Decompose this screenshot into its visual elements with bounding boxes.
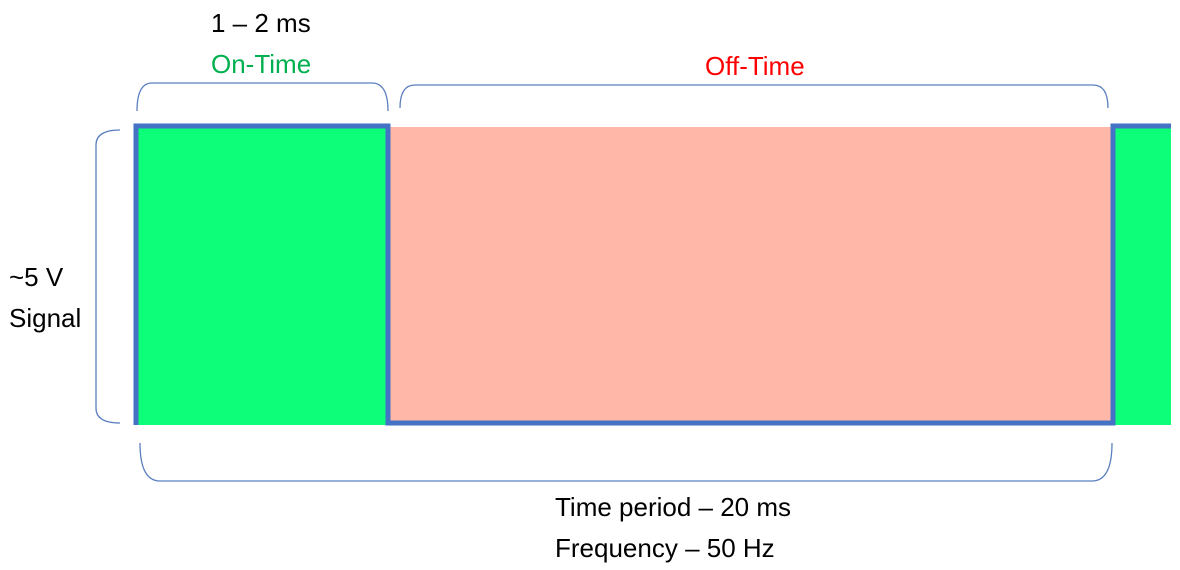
off-time-label: Off-Time <box>705 51 805 81</box>
on-time-region <box>136 127 387 425</box>
off-time-brace <box>399 84 1109 109</box>
amplitude-label-signal: Signal <box>9 303 82 333</box>
period-brace <box>139 442 1113 482</box>
amplitude-label-voltage: ~5 V <box>9 262 64 292</box>
pulse-duration-label: 1 – 2 ms <box>211 8 311 38</box>
off-time-region <box>389 127 1113 425</box>
on-time-brace <box>136 82 389 112</box>
frequency-label: Frequency – 50 Hz <box>555 533 775 563</box>
on-time-label: On-Time <box>211 49 312 79</box>
amplitude-brace <box>95 129 121 424</box>
pwm-waveform-line <box>133 123 1171 426</box>
time-period-label: Time period – 20 ms <box>555 492 792 522</box>
next-on-time-region <box>1113 127 1171 425</box>
